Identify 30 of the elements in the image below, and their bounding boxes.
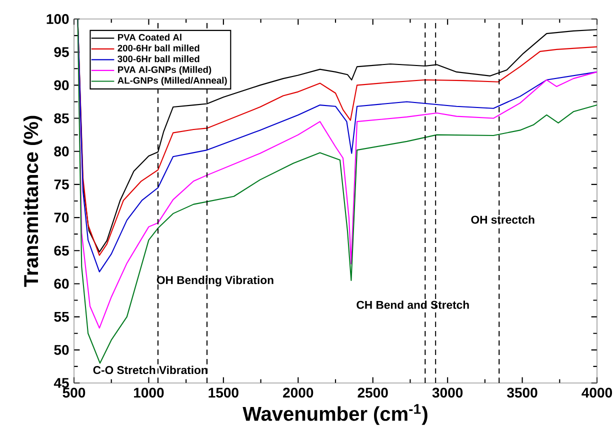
x-tick-label: 3000 (432, 388, 463, 398)
y-tick-label: 90 (54, 80, 69, 90)
annotation: C-O Stretch Vibration (93, 366, 208, 374)
legend-label: PVA Coated Al (118, 34, 182, 41)
y-tick-label: 80 (54, 146, 69, 156)
y-tick-label: 100 (46, 14, 69, 24)
y-tick-label: 60 (54, 278, 69, 289)
legend-label: 300-6Hr ball milled (118, 55, 200, 62)
x-tick-label: 1500 (208, 388, 238, 398)
annotation: OH strectch (471, 215, 534, 224)
x-tick-label: 4000 (582, 388, 612, 398)
legend-label: AL-GNPs (Milled/Anneal) (118, 76, 227, 86)
x-axis-title: Wavenumber (cm$^{-1}$) (242, 404, 428, 425)
y-tick-label: 50 (54, 344, 69, 355)
y-tick-label: 85 (54, 113, 69, 124)
x-tick-label: 500 (62, 388, 86, 398)
x-tick-label: 2500 (358, 388, 388, 398)
x-tick-label: 2000 (283, 388, 314, 398)
annotation: OH Bending Vibration (156, 276, 274, 286)
legend-label: PVA Al-GNPs (Milled) (118, 66, 212, 75)
y-tick-label: 70 (54, 212, 69, 223)
y-tick-label: 45 (54, 378, 69, 388)
y-tick-label: 95 (54, 47, 69, 58)
x-tick-label: 1000 (134, 388, 164, 398)
y-tick-label: 75 (54, 180, 69, 190)
y-tick-label: 55 (54, 312, 69, 322)
x-tick-label: 3500 (507, 388, 538, 398)
y-axis-title: Transmittance (%) (23, 116, 42, 287)
legend-label: 200-6Hr ball milled (118, 44, 200, 52)
y-tick-label: 65 (54, 246, 69, 256)
